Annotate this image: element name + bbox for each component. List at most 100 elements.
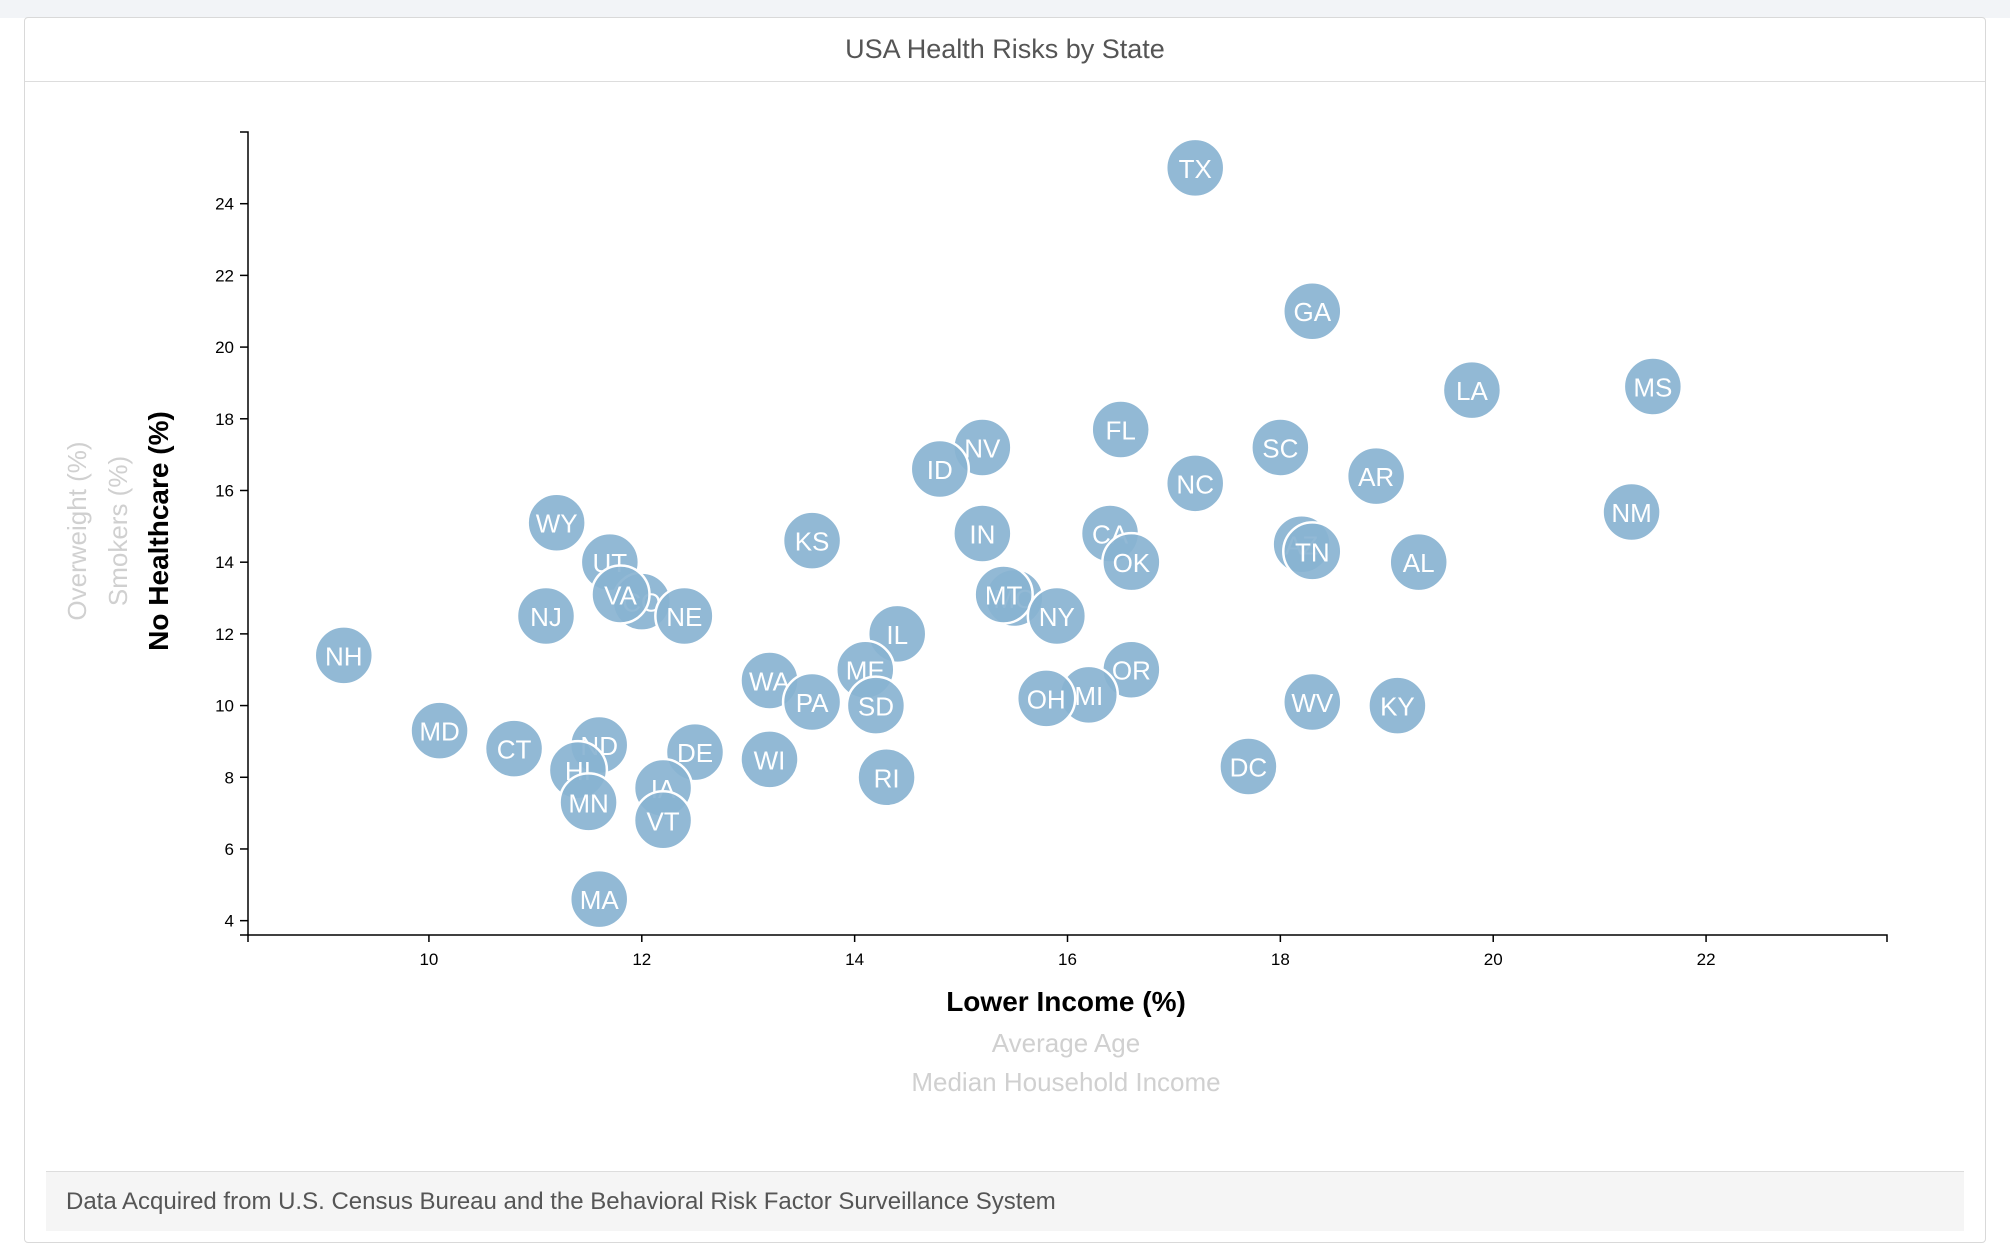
state-circle[interactable] (558, 772, 619, 833)
state-point-ks[interactable]: KS (781, 510, 843, 571)
state-label: SC (1262, 433, 1298, 463)
y-axis-title-overweight[interactable]: Overweight (%) (62, 441, 92, 620)
state-point-al[interactable]: AL (1388, 531, 1449, 593)
state-point-in[interactable]: IN (952, 503, 1013, 564)
x-axis-title-median-household-income[interactable]: Median Household Income (911, 1067, 1220, 1097)
state-point-ar[interactable]: AR (1345, 445, 1407, 507)
state-circle[interactable] (526, 492, 587, 553)
x-axis: 10 12 14 16 18 20 22 (247, 934, 1888, 969)
state-circle[interactable] (515, 585, 577, 647)
state-label: GA (1293, 297, 1331, 327)
y-axis-title-no-healthcare[interactable]: No Healthcare (%) (143, 411, 174, 651)
state-circle[interactable] (313, 625, 375, 686)
state-circle[interactable] (1218, 736, 1279, 797)
state-circle[interactable] (909, 438, 971, 500)
state-point-pa[interactable]: PA (781, 671, 843, 733)
state-circle[interactable] (781, 510, 843, 571)
state-point-ny[interactable]: NY (1026, 585, 1088, 647)
panel-title: USA Health Risks by State (25, 18, 1985, 82)
state-circle[interactable] (1164, 453, 1226, 514)
state-circle[interactable] (1282, 671, 1343, 733)
state-circle[interactable] (739, 729, 800, 790)
state-point-ms[interactable]: MS (1622, 356, 1684, 417)
scatter-points: TXGAMSLAFLSCNVIDARNCNMWYKSINCAAZTNOKALUT… (313, 137, 1684, 930)
state-point-la[interactable]: LA (1441, 359, 1503, 421)
state-point-sd[interactable]: SD (845, 675, 907, 736)
state-circle[interactable] (409, 700, 470, 761)
state-point-oh[interactable]: OH (1015, 668, 1077, 729)
state-point-wi[interactable]: WI (739, 729, 800, 790)
state-circle[interactable] (654, 585, 715, 647)
y-tick-label: 4 (225, 912, 234, 931)
state-point-ga[interactable]: GA (1282, 280, 1343, 342)
state-circle[interactable] (845, 675, 907, 736)
state-point-sc[interactable]: SC (1250, 417, 1311, 478)
state-label: MT (985, 580, 1023, 610)
state-point-ky[interactable]: KY (1367, 675, 1428, 736)
state-circle[interactable] (952, 503, 1013, 564)
state-label: NJ (530, 602, 562, 632)
state-point-nj[interactable]: NJ (515, 585, 577, 647)
state-circle[interactable] (1164, 137, 1226, 199)
state-circle[interactable] (568, 868, 630, 930)
x-axis-titles: Lower Income (%) Average Age Median Hous… (911, 986, 1220, 1097)
x-tick-label: 22 (1697, 950, 1716, 969)
state-point-nh[interactable]: NH (313, 625, 375, 686)
state-label: KS (795, 527, 830, 557)
state-circle[interactable] (1015, 668, 1077, 729)
state-circle[interactable] (1601, 481, 1662, 543)
state-point-ne[interactable]: NE (654, 585, 715, 647)
state-label: MS (1633, 373, 1672, 403)
state-circle[interactable] (590, 564, 651, 625)
state-point-wy[interactable]: WY (526, 492, 587, 553)
state-circle[interactable] (1282, 521, 1343, 582)
state-circle[interactable] (856, 747, 917, 808)
state-label: MD (419, 717, 459, 747)
state-point-id[interactable]: ID (909, 438, 971, 500)
state-label: DC (1230, 753, 1268, 783)
state-point-tn[interactable]: TN (1282, 521, 1343, 582)
state-label: KY (1380, 692, 1415, 722)
state-circle[interactable] (1250, 417, 1311, 478)
state-circle[interactable] (1622, 356, 1684, 417)
state-point-ok[interactable]: OK (1101, 531, 1162, 593)
state-label: MN (568, 788, 608, 818)
state-label: TX (1179, 154, 1212, 184)
state-circle[interactable] (781, 671, 843, 733)
state-circle[interactable] (973, 564, 1034, 625)
state-label: WV (1291, 688, 1334, 718)
state-point-md[interactable]: MD (409, 700, 470, 761)
state-point-nc[interactable]: NC (1164, 453, 1226, 514)
state-point-tx[interactable]: TX (1164, 137, 1226, 199)
state-label: MA (580, 885, 620, 915)
state-label: NV (964, 433, 1001, 463)
state-point-mt[interactable]: MT (973, 564, 1034, 625)
state-circle[interactable] (1441, 359, 1503, 421)
state-point-ct[interactable]: CT (483, 718, 545, 779)
state-point-nm[interactable]: NM (1601, 481, 1662, 543)
state-circle[interactable] (1090, 399, 1151, 460)
state-point-dc[interactable]: DC (1218, 736, 1279, 797)
state-circle[interactable] (1026, 585, 1088, 647)
y-axis: 4 6 8 10 12 14 16 18 20 22 24 (215, 131, 249, 936)
state-point-vt[interactable]: VT (632, 790, 694, 851)
state-point-fl[interactable]: FL (1090, 399, 1151, 460)
state-point-ma[interactable]: MA (568, 868, 630, 930)
y-tick-label: 24 (215, 195, 234, 214)
state-point-ri[interactable]: RI (856, 747, 917, 808)
state-point-wv[interactable]: WV (1282, 671, 1343, 733)
state-circle[interactable] (1388, 531, 1449, 593)
state-circle[interactable] (1367, 675, 1428, 736)
state-circle[interactable] (1345, 445, 1407, 507)
y-axis-title-smokers[interactable]: Smokers (%) (103, 456, 133, 606)
state-point-mn[interactable]: MN (558, 772, 619, 833)
state-circle[interactable] (1101, 531, 1162, 593)
state-label: OH (1027, 684, 1066, 714)
x-axis-title-average-age[interactable]: Average Age (992, 1028, 1140, 1058)
state-circle[interactable] (632, 790, 694, 851)
state-circle[interactable] (483, 718, 545, 779)
state-circle[interactable] (1282, 280, 1343, 342)
x-axis-title-lower-income[interactable]: Lower Income (%) (946, 986, 1186, 1017)
state-point-va[interactable]: VA (590, 564, 651, 625)
